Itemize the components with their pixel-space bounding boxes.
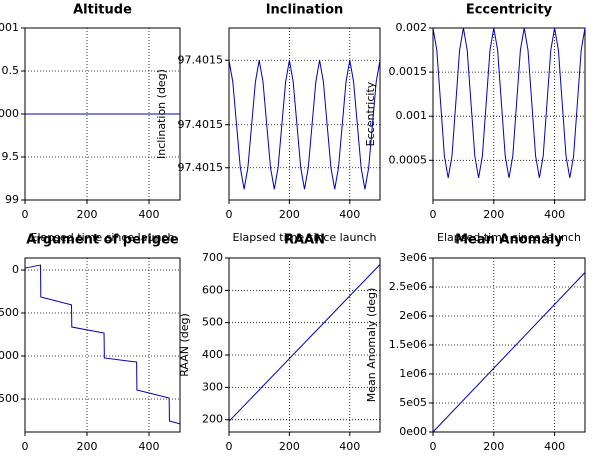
axes-box bbox=[432, 257, 586, 433]
plot-area bbox=[229, 258, 380, 432]
x-tick-label: 200 bbox=[77, 208, 98, 221]
axes-box bbox=[432, 27, 586, 201]
x-tick-label: 400 bbox=[339, 440, 360, 453]
y-tick-label: 2e06 bbox=[399, 309, 427, 322]
y-tick-label: 0.001 bbox=[396, 109, 428, 122]
y-tick-label: 5e05 bbox=[399, 396, 427, 409]
x-axis-label: Elapsed time since launch bbox=[437, 231, 581, 244]
chart-title: Eccentricity bbox=[466, 3, 553, 18]
y-axis-label: RAAN (deg) bbox=[178, 313, 191, 377]
axes-box bbox=[24, 257, 181, 433]
x-tick-label: 0 bbox=[226, 208, 233, 221]
y-tick-label: 500 bbox=[202, 316, 223, 329]
plot-area bbox=[229, 28, 380, 200]
y-tick-label: 0.0015 bbox=[389, 65, 428, 78]
y-tick-label: 000 bbox=[0, 107, 19, 120]
x-tick-label: 400 bbox=[544, 208, 565, 221]
axes-box bbox=[228, 27, 381, 201]
y-tick-label: 99 bbox=[5, 193, 19, 206]
y-tick-label: 2.5e06 bbox=[389, 280, 427, 293]
y-tick-label: 400 bbox=[202, 348, 223, 361]
y-tick-label: 200 bbox=[202, 413, 223, 426]
chart-title: Argument of perigee bbox=[26, 233, 179, 248]
plot-area bbox=[433, 28, 585, 200]
y-tick-label: 0.002 bbox=[396, 21, 428, 34]
y-tick-label: 000 bbox=[0, 349, 19, 362]
data-line bbox=[432, 272, 586, 433]
plot-area bbox=[25, 258, 180, 432]
y-tick-label: 500 bbox=[0, 306, 19, 319]
chart-title: RAAN bbox=[284, 233, 325, 248]
y-tick-label: 1.5e06 bbox=[389, 338, 427, 351]
y-tick-label: 500 bbox=[0, 392, 19, 405]
x-tick-label: 200 bbox=[483, 208, 504, 221]
y-tick-label: 97.4015 bbox=[178, 53, 224, 66]
x-tick-label: 0 bbox=[22, 208, 29, 221]
data-line bbox=[228, 264, 381, 422]
axes-box bbox=[228, 257, 381, 433]
chart-title: Inclination bbox=[266, 3, 344, 18]
y-axis-label: Inclination (deg) bbox=[155, 69, 168, 159]
x-tick-label: 0 bbox=[430, 208, 437, 221]
x-tick-label: 0 bbox=[226, 440, 233, 453]
chart-title: Altitude bbox=[73, 3, 132, 18]
x-tick-label: 400 bbox=[139, 440, 160, 453]
chart-title: Mean Anomaly bbox=[455, 233, 563, 248]
y-axis-label: Eccentricity bbox=[364, 81, 377, 146]
x-axis-label: Elapsed time since launch bbox=[233, 231, 377, 244]
x-tick-label: 200 bbox=[279, 440, 300, 453]
x-tick-label: 0 bbox=[430, 440, 437, 453]
y-tick-label: 3e06 bbox=[399, 251, 427, 264]
x-tick-label: 400 bbox=[139, 208, 160, 221]
y-tick-label: 300 bbox=[202, 380, 223, 393]
x-tick-label: 400 bbox=[339, 208, 360, 221]
data-line bbox=[228, 60, 381, 190]
y-axis-label: Mean Anomaly (deg) bbox=[365, 288, 378, 403]
y-tick-label: 0.5 bbox=[2, 64, 20, 77]
y-tick-label: 001 bbox=[0, 21, 19, 34]
x-axis-label: Elapsed time since launch bbox=[31, 231, 175, 244]
x-tick-label: 200 bbox=[483, 440, 504, 453]
y-tick-label: 0.0005 bbox=[389, 153, 428, 166]
y-tick-label: 600 bbox=[202, 283, 223, 296]
y-tick-label: 0e00 bbox=[399, 425, 427, 438]
x-tick-label: 400 bbox=[544, 440, 565, 453]
x-tick-label: 0 bbox=[22, 440, 29, 453]
y-tick-label: 97.4015 bbox=[178, 118, 224, 131]
y-tick-label: 97.4015 bbox=[178, 161, 224, 174]
x-tick-label: 200 bbox=[279, 208, 300, 221]
data-line bbox=[24, 264, 181, 425]
y-tick-label: 0 bbox=[12, 263, 19, 276]
x-tick-label: 200 bbox=[77, 440, 98, 453]
y-tick-label: 700 bbox=[202, 251, 223, 264]
y-tick-label: 1e06 bbox=[399, 367, 427, 380]
data-line bbox=[432, 27, 586, 179]
y-tick-label: 9.5 bbox=[2, 150, 20, 163]
